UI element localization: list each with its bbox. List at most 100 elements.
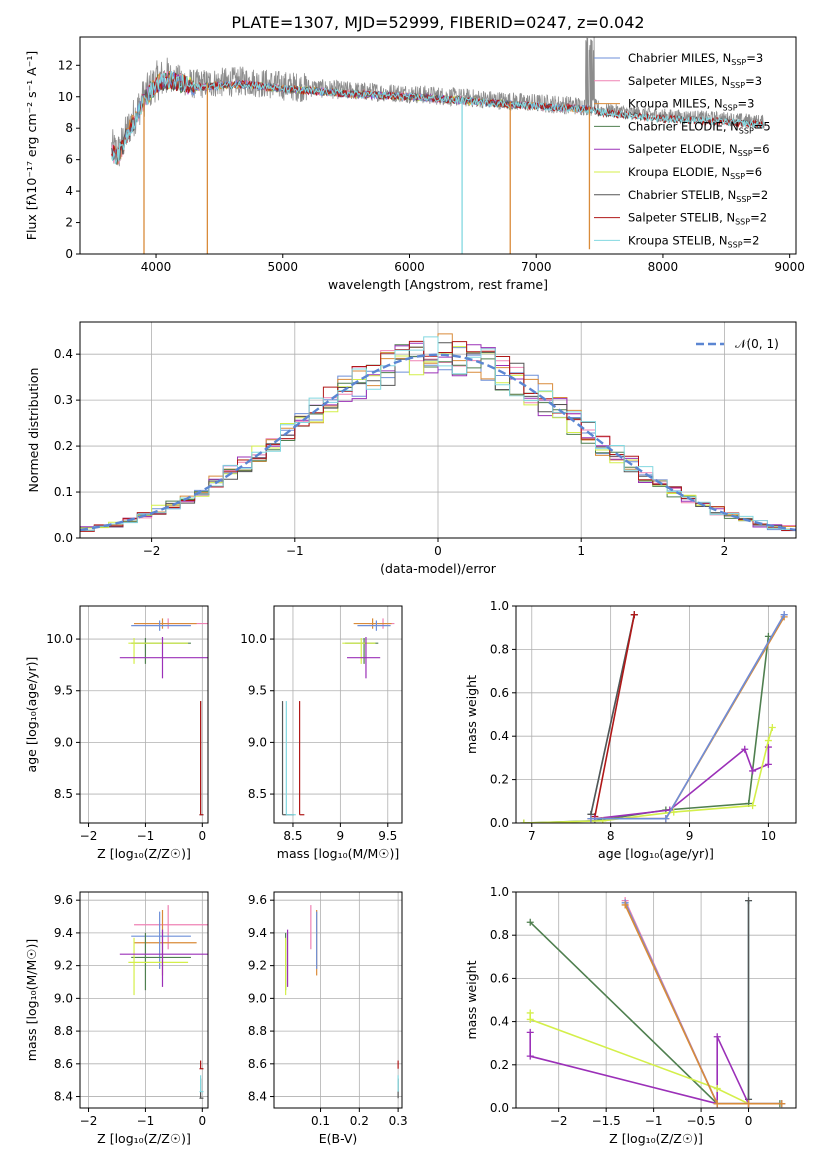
plus-marker — [526, 1015, 534, 1023]
x-tick-label: 0 — [745, 1114, 753, 1128]
axes-frame — [273, 605, 403, 824]
x-tick-label: −1 — [137, 1114, 155, 1128]
y-tick-label: 8.5 — [54, 787, 73, 801]
x-tick-label: 9.5 — [378, 829, 397, 843]
model-line — [111, 71, 765, 165]
plot-area — [526, 897, 786, 1108]
plus-marker — [526, 1009, 534, 1017]
chart-2: −2 −1 0 8.5 9.0 9.5 10.0 Z [log₁₀(Z/Z☉)] age [lo… — [24, 605, 209, 861]
weight-line — [523, 636, 770, 823]
x-tick-label: −2 — [80, 829, 98, 843]
y-tick-label: 0.4 — [490, 1015, 509, 1029]
legend-entry: Kroupa MILES, NSSP=3 — [628, 97, 754, 113]
legend: Chabrier MILES, NSSP=3 Salpeter MILES, NS… — [594, 51, 771, 249]
y-tick-label: 0.6 — [490, 971, 509, 985]
y-tick-label: 8.6 — [54, 1057, 73, 1071]
x-axis-label: wavelength [Angstrom, rest frame] — [328, 277, 548, 292]
plus-marker — [526, 918, 534, 926]
chart-1: −2 −1 0 1 2 0.0 0.1 0.2 0.3 0.4 (data-model)/error… — [26, 321, 797, 576]
axes-frame — [515, 891, 797, 1109]
y-axis-label: age [log₁₀(age/yr)] — [24, 657, 39, 773]
legend-entry: Salpeter MILES, NSSP=3 — [628, 74, 762, 90]
y-tick-label: 1.0 — [490, 885, 509, 899]
x-tick-label: −1.5 — [592, 1114, 621, 1128]
x-axis-label: Z [log₁₀(Z/Z☉)] — [97, 1131, 191, 1146]
plus-marker — [662, 815, 670, 823]
x-tick-label: 9 — [337, 829, 345, 843]
gaussian-curve — [80, 353, 796, 532]
legend-entry: 𝒩(0, 1) — [735, 337, 779, 351]
y-tick-label: 9.0 — [54, 735, 73, 749]
plus-marker — [526, 1028, 534, 1036]
legend-entry: Chabrier STELIB, NSSP=2 — [628, 188, 768, 204]
x-tick-label: −2 — [143, 544, 161, 558]
y-tick-label: 0.0 — [54, 531, 73, 545]
y-tick-label: 9.0 — [54, 991, 73, 1005]
plus-marker — [526, 1052, 534, 1060]
y-tick-label: 0.8 — [490, 642, 509, 656]
y-tick-label: 0.2 — [490, 773, 509, 787]
x-tick-label: 5000 — [267, 260, 298, 274]
legend-entry: Kroupa STELIB, NSSP=2 — [628, 233, 759, 249]
y-tick-label: 9.0 — [248, 991, 267, 1005]
legend-entry: Chabrier MILES, NSSP=3 — [628, 51, 763, 67]
plus-marker — [713, 1100, 721, 1108]
plus-marker — [630, 611, 638, 619]
x-tick-label: 0.3 — [389, 1114, 408, 1128]
axes-frame — [515, 605, 797, 824]
plot-area — [285, 905, 399, 1099]
weight-line — [590, 614, 785, 820]
y-tick-label: 9.6 — [54, 893, 73, 907]
x-tick-label: 0 — [434, 544, 442, 558]
y-tick-label: 8.4 — [248, 1090, 267, 1104]
y-tick-label: 10 — [58, 90, 73, 104]
plot-area — [111, 37, 765, 254]
x-tick-label: −1 — [137, 829, 155, 843]
y-tick-label: 8.6 — [248, 1057, 267, 1071]
chart-5: −2 −1 0 8.4 8.6 8.8 9.0 9.2 9.4 9.6 Z [log₁₀(Z/Z☉)… — [24, 891, 209, 1146]
y-tick-label: 1.0 — [490, 599, 509, 613]
weight-line — [529, 921, 780, 1105]
x-axis-label: age [log₁₀(age/yr)] — [598, 846, 714, 861]
y-tick-label: 0.1 — [54, 485, 73, 499]
y-tick-label: 10.0 — [46, 632, 73, 646]
x-tick-label: 8 — [607, 829, 615, 843]
weight-line — [594, 747, 770, 820]
plus-marker — [520, 819, 528, 823]
y-tick-label: 0.0 — [490, 816, 509, 830]
x-tick-label: −2 — [550, 1114, 568, 1128]
y-tick-label: 9.2 — [54, 959, 73, 973]
x-tick-label: 0.1 — [311, 1114, 330, 1128]
weight-line — [624, 904, 782, 1105]
x-tick-label: −0.5 — [687, 1114, 716, 1128]
x-axis-label: Z [log₁₀(Z/Z☉)] — [97, 846, 191, 861]
y-axis-label: mass [log₁₀(M/M☉)] — [24, 939, 39, 1061]
y-tick-label: 8.5 — [248, 787, 267, 801]
legend-entry: Chabrier ELODIE, NSSP=5 — [628, 119, 771, 135]
y-tick-label: 8.4 — [54, 1090, 73, 1104]
plus-marker — [587, 815, 595, 823]
plus-marker — [713, 1033, 721, 1041]
plot-area — [119, 905, 208, 1099]
x-tick-label: −1 — [286, 544, 304, 558]
axes-frame — [79, 891, 209, 1109]
y-tick-label: 4 — [65, 184, 73, 198]
plus-marker — [749, 802, 757, 810]
chart-4: 7 8 9 10 0.0 0.2 0.4 0.6 0.8 1.0 age [log₁₀(age/yr… — [464, 599, 797, 861]
x-axis-label: Z [log₁₀(Z/Z☉)] — [609, 1131, 703, 1146]
figure-title: PLATE=1307, MJD=52999, FIBERID=0247, z=0… — [231, 13, 644, 32]
x-tick-label: 1 — [577, 544, 585, 558]
x-tick-label: 4000 — [141, 260, 172, 274]
x-axis-label: E(B-V) — [319, 1131, 358, 1146]
weight-line — [523, 727, 774, 823]
legend-entry: Salpeter STELIB, NSSP=2 — [628, 211, 767, 227]
plot-area — [520, 611, 788, 823]
y-tick-label: 9.0 — [248, 735, 267, 749]
y-tick-label: 9.4 — [248, 926, 267, 940]
y-tick-label: 12 — [58, 58, 73, 72]
x-tick-label: −2 — [80, 1114, 98, 1128]
y-tick-label: 2 — [65, 216, 73, 230]
chart-3: 8.5 9 9.5 8.5 9.0 9.5 10.0 mass [log₁₀(M/M☉)] — [240, 605, 403, 861]
y-tick-label: 0.8 — [490, 928, 509, 942]
y-tick-label: 9.5 — [248, 684, 267, 698]
